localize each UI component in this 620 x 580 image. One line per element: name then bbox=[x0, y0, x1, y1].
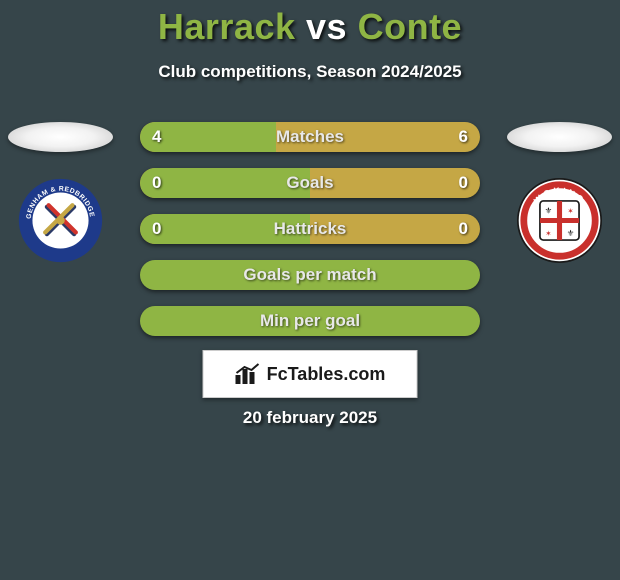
svg-text:⚜: ⚜ bbox=[567, 228, 575, 238]
stat-value-right: 6 bbox=[459, 127, 468, 147]
stat-bar-label: Matches bbox=[276, 127, 344, 147]
stat-value-left: 0 bbox=[152, 173, 161, 193]
comparison-date: 20 february 2025 bbox=[0, 408, 620, 428]
stat-value-left: 0 bbox=[152, 219, 161, 239]
stat-bar: Goals 0 0 bbox=[140, 168, 480, 198]
subtitle: Club competitions, Season 2024/2025 bbox=[0, 62, 620, 82]
club-crest-right: WOKING ⚜ ✶ ✶ ⚜ bbox=[517, 178, 602, 263]
player-right-name: Conte bbox=[358, 6, 463, 47]
player-right-avatar bbox=[507, 122, 612, 152]
comparison-title: Harrack vs Conte bbox=[0, 0, 620, 48]
bars-icon bbox=[235, 363, 261, 385]
stat-bar: Matches 4 6 bbox=[140, 122, 480, 152]
svg-text:✶: ✶ bbox=[545, 229, 551, 238]
stat-bar-label: Goals per match bbox=[243, 265, 376, 285]
stat-bar: Hattricks 0 0 bbox=[140, 214, 480, 244]
svg-text:⚜: ⚜ bbox=[545, 206, 553, 216]
svg-text:1992: 1992 bbox=[53, 239, 69, 247]
vs-text: vs bbox=[306, 6, 347, 47]
stat-bar-fill bbox=[140, 168, 310, 198]
stat-bar-label: Hattricks bbox=[274, 219, 347, 239]
stat-value-right: 0 bbox=[459, 219, 468, 239]
stat-bar-label: Goals bbox=[286, 173, 333, 193]
stat-bar: Min per goal bbox=[140, 306, 480, 336]
stat-value-left: 4 bbox=[152, 127, 161, 147]
svg-text:✶: ✶ bbox=[567, 207, 573, 216]
stat-bar: Goals per match bbox=[140, 260, 480, 290]
fctables-logo: FcTables.com bbox=[203, 350, 418, 398]
stat-bar-label: Min per goal bbox=[260, 311, 360, 331]
stat-value-right: 0 bbox=[459, 173, 468, 193]
player-left-avatar bbox=[8, 122, 113, 152]
logo-text: FcTables.com bbox=[267, 364, 386, 385]
club-crest-left: DAGENHAM & REDBRIDGE FC 1992 bbox=[18, 178, 103, 263]
stat-bars: Matches 4 6 Goals 0 0 Hattricks 0 0 Goals per mat… bbox=[140, 122, 480, 352]
player-left-name: Harrack bbox=[158, 6, 296, 47]
